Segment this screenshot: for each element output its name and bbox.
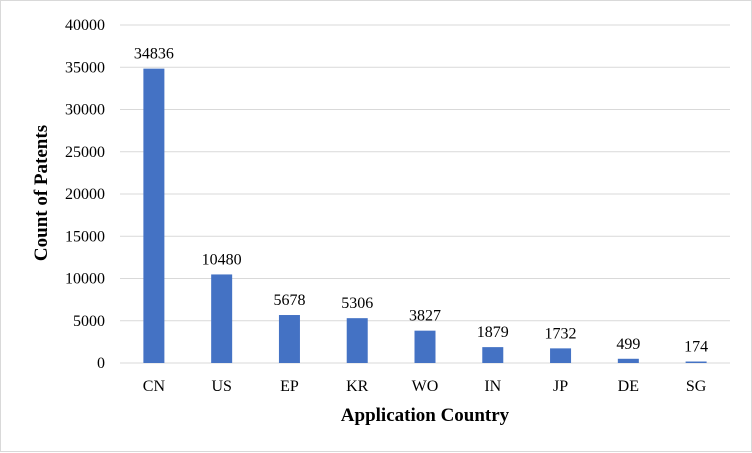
x-tick-label: CN (143, 378, 166, 395)
data-label-kr: 5306 (341, 295, 373, 312)
data-label-de: 499 (616, 336, 640, 353)
y-axis-title: Count of Patents (31, 125, 52, 261)
data-label-sg: 174 (684, 339, 708, 356)
data-label-ep: 5678 (273, 292, 305, 309)
data-label-us: 10480 (202, 251, 242, 268)
data-label-jp: 1732 (545, 325, 577, 342)
bar-kr (346, 318, 368, 363)
x-tick-label: KR (346, 378, 369, 395)
x-tick-label: IN (484, 378, 501, 395)
bar-de (617, 358, 639, 363)
y-tick-label: 10000 (65, 271, 105, 288)
y-tick-label: 25000 (65, 144, 105, 161)
bars (143, 68, 707, 363)
y-tick-label: 0 (97, 355, 105, 372)
x-tick-label: US (211, 378, 231, 395)
data-label-wo: 3827 (409, 308, 441, 325)
y-tick-label: 20000 (65, 186, 105, 203)
bar-jp (550, 348, 572, 363)
bar-us (211, 274, 233, 363)
y-tick-label: 30000 (65, 102, 105, 119)
data-labels: 34836 10480 5678 5306 3827 1879 1732 499 174 (134, 46, 708, 356)
x-tick-label: WO (412, 378, 439, 395)
data-label-cn: 34836 (134, 46, 174, 63)
y-tick-label: 15000 (65, 228, 105, 245)
bar-cn (143, 68, 165, 363)
x-tick-label: JP (553, 378, 568, 395)
bar-sg (685, 361, 707, 363)
x-tick-label: DE (618, 378, 639, 395)
bar-in (482, 347, 504, 363)
y-tick-label: 40000 (65, 17, 105, 34)
data-label-in: 1879 (477, 324, 509, 341)
x-tick-label: EP (280, 378, 299, 395)
bar-ep (278, 315, 300, 363)
y-tick-label: 35000 (65, 59, 105, 76)
x-tick-label: SG (686, 378, 707, 395)
y-tick-label: 5000 (73, 313, 105, 330)
bar-wo (414, 330, 436, 363)
x-axis-ticks: CN US EP KR WO IN JP DE SG (143, 378, 707, 395)
y-axis-ticks: 0 5000 10000 15000 20000 25000 30000 35000 40000 (65, 17, 105, 372)
x-axis-title: Application Country (341, 405, 510, 426)
